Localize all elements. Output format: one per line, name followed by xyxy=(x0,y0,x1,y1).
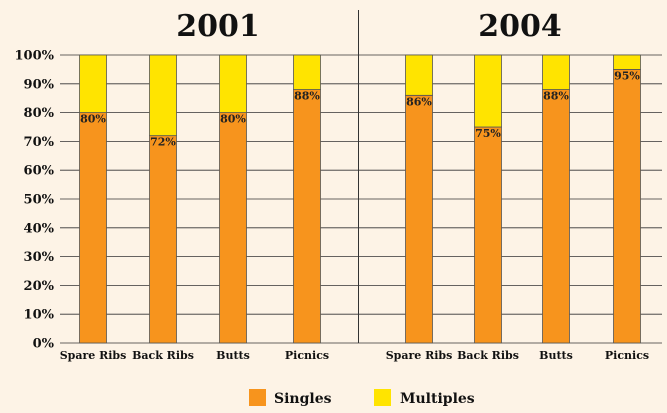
bar-singles xyxy=(293,89,321,344)
data-label: 75% xyxy=(475,127,501,140)
x-tick-label: Spare Ribs xyxy=(60,349,127,362)
data-label: 80% xyxy=(220,113,246,126)
x-tick-label: Back Ribs xyxy=(457,349,519,362)
x-tick-label: Picnics xyxy=(605,349,649,362)
x-tick-label: Butts xyxy=(539,349,573,362)
y-tick-label: 10% xyxy=(24,308,55,323)
bar-singles xyxy=(405,94,433,344)
bar-multiples xyxy=(219,54,247,113)
bar-multiples xyxy=(405,54,433,96)
y-tick-label: 50% xyxy=(24,193,55,208)
x-tick-label: Picnics xyxy=(285,349,329,362)
data-label: 72% xyxy=(150,136,176,149)
y-tick-label: 100% xyxy=(15,49,55,64)
y-tick-label: 60% xyxy=(24,164,55,179)
y-tick-label: 0% xyxy=(33,337,55,352)
legend-swatch-singles xyxy=(249,389,266,406)
x-tick-label: Spare Ribs xyxy=(386,349,453,362)
y-tick-label: 90% xyxy=(24,77,55,92)
legend-label: Singles xyxy=(274,391,332,407)
y-tick-label: 30% xyxy=(24,250,55,265)
bar-singles xyxy=(542,89,570,344)
data-label: 88% xyxy=(543,90,569,103)
y-tick-label: 80% xyxy=(24,106,55,121)
y-tick-label: 70% xyxy=(24,135,55,150)
x-tick-label: Back Ribs xyxy=(132,349,194,362)
y-tick-label: 20% xyxy=(24,279,55,294)
bar-multiples xyxy=(542,54,570,90)
data-label: 88% xyxy=(294,90,320,103)
bar-multiples xyxy=(613,54,641,70)
bar-singles xyxy=(149,135,177,344)
bar-multiples xyxy=(474,54,502,128)
bar-multiples xyxy=(293,54,321,90)
bar-singles xyxy=(474,126,502,344)
bar-multiples xyxy=(79,54,107,113)
bar-singles xyxy=(613,69,641,344)
bar-singles xyxy=(219,112,247,344)
panel-title: 2004 xyxy=(478,9,562,44)
x-tick-label: Butts xyxy=(216,349,250,362)
legend-swatch-multiples xyxy=(374,389,391,406)
y-tick-label: 40% xyxy=(24,221,55,236)
bar-singles xyxy=(79,112,107,344)
data-label: 80% xyxy=(80,113,106,126)
panel-title: 2001 xyxy=(176,9,260,44)
data-label: 95% xyxy=(614,69,640,82)
bar-multiples xyxy=(149,54,177,137)
data-label: 86% xyxy=(406,95,432,108)
legend-label: Multiples xyxy=(400,391,475,407)
